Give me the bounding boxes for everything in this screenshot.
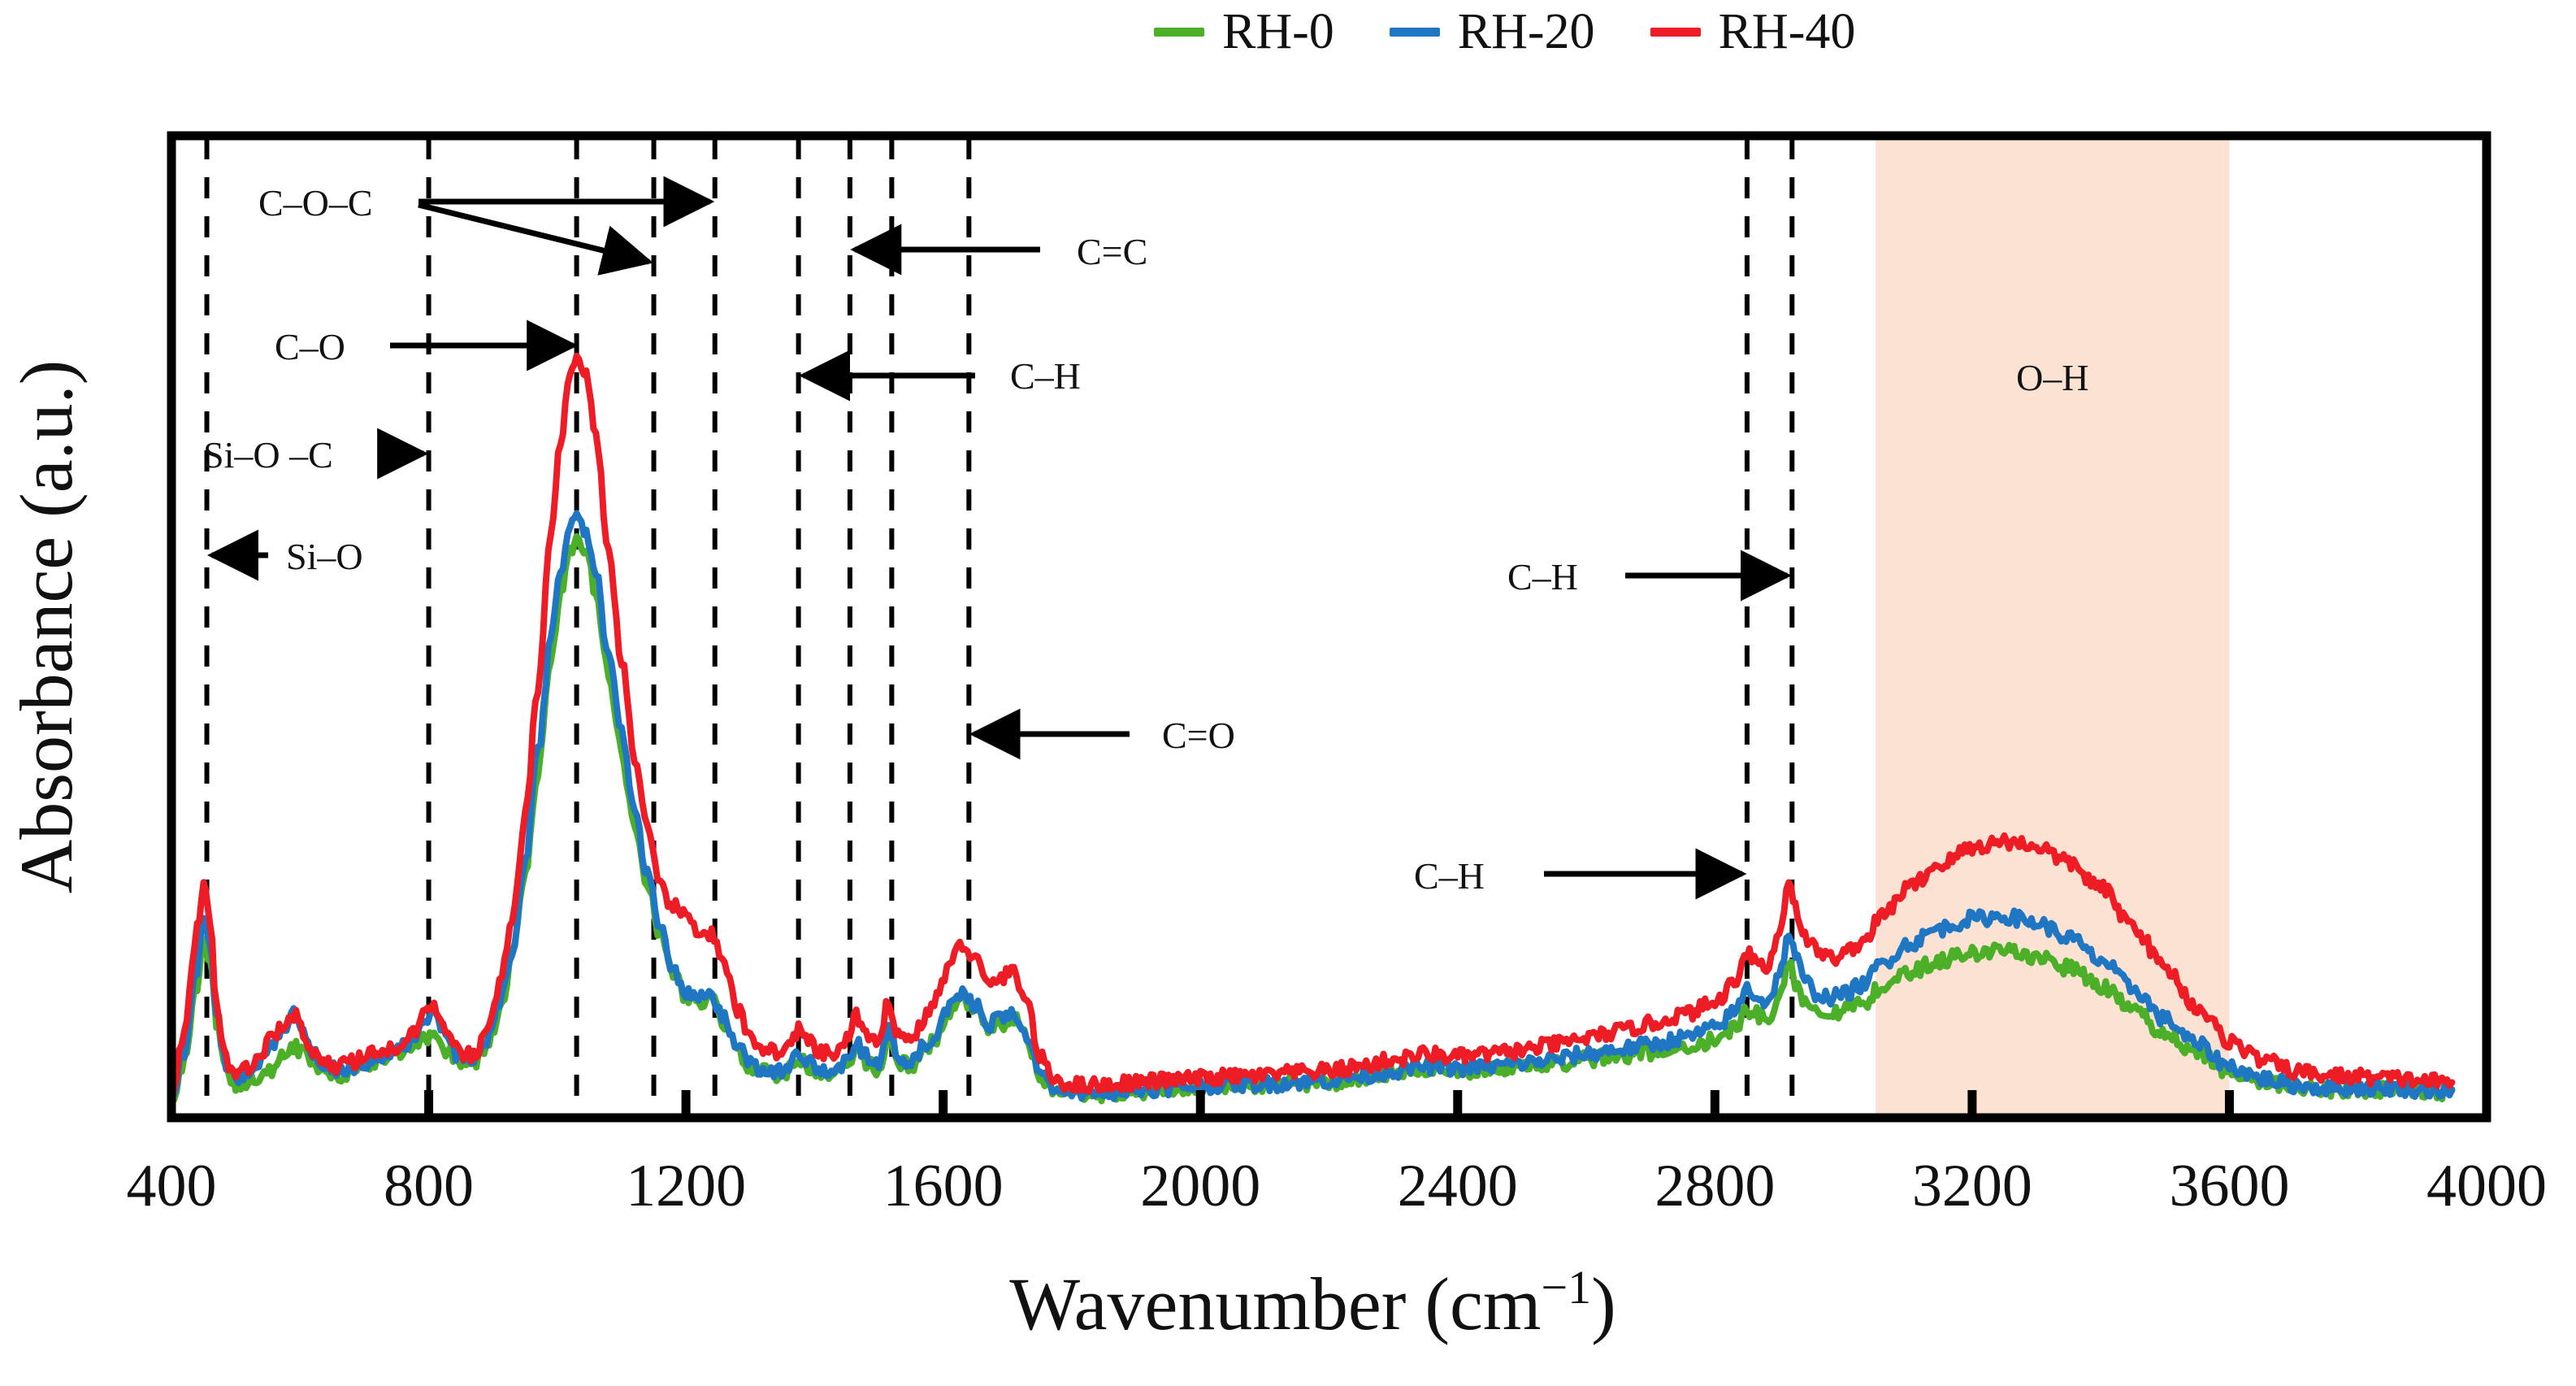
annotation-label-si-o-c: Si–O –C xyxy=(203,434,333,476)
annotation-arrow-c-o-c-b xyxy=(418,202,653,276)
annotation-label-o-h: O–H xyxy=(2016,357,2088,398)
o-h-shaded-region xyxy=(1876,138,2230,1118)
shaded-band-layer xyxy=(1876,138,2230,1118)
annotation-label-c-h-2920: C–H xyxy=(1507,556,1578,597)
axes-frame xyxy=(167,131,2491,1123)
legend-item-rh-0: RH-0 xyxy=(1154,7,1334,57)
series-rh-40 xyxy=(168,352,2456,1105)
legend: RH-0 RH-20 RH-40 xyxy=(1154,7,1855,57)
annotation-label-si-o: Si–O xyxy=(286,536,363,577)
x-tick-label-400: 400 xyxy=(127,1153,217,1219)
x-tick-label-2800: 2800 xyxy=(1654,1153,1775,1219)
peak-annotations: C–O–C C–O Si–O –C Si–O C=C C–H C=O C–H C–H O–H xyxy=(203,176,2089,900)
legend-swatch-rh-20 xyxy=(1389,27,1440,37)
annotation-label-c-double-o: C=O xyxy=(1162,715,1235,756)
annotation-label-c-double-c: C=C xyxy=(1077,231,1147,272)
x-tick-label-3200: 3200 xyxy=(1912,1153,2032,1219)
legend-label-rh-0: RH-0 xyxy=(1222,4,1334,59)
axis-titles: Wavenumber (cm−1) Absorbance (a.u.) xyxy=(5,360,1616,1345)
legend-swatch-rh-40 xyxy=(1650,27,1701,37)
legend-label-rh-20: RH-20 xyxy=(1457,4,1595,59)
x-tick-label-2400: 2400 xyxy=(1398,1153,1518,1219)
x-tick-label-800: 800 xyxy=(384,1153,474,1219)
x-axis-title: Wavenumber (cm−1) xyxy=(1009,1261,1616,1346)
x-axis-title-superscript: −1 xyxy=(1541,1261,1591,1314)
x-tick-label-3600: 3600 xyxy=(2169,1153,2289,1219)
legend-label-rh-40: RH-40 xyxy=(1718,4,1856,59)
marker-lines-layer xyxy=(204,138,1795,1118)
annotation-label-c-o: C–O xyxy=(275,326,345,367)
x-tick-label-2000: 2000 xyxy=(1140,1153,1260,1219)
x-axis-title-close: ) xyxy=(1591,1262,1616,1345)
x-axis-ticks: 400 800 1200 1600 2000 2400 2800 3200 3600 4000 xyxy=(127,1090,2547,1219)
annotation-label-c-o-c: C–O–C xyxy=(258,182,373,224)
legend-swatch-rh-0 xyxy=(1154,27,1204,37)
annotation-label-c-h-2850: C–H xyxy=(1414,855,1485,897)
x-tick-label-4000: 4000 xyxy=(2426,1153,2547,1219)
annotation-label-c-h-1450: C–H xyxy=(1010,355,1081,397)
plot-frame xyxy=(167,131,2491,1123)
legend-item-rh-40: RH-40 xyxy=(1650,4,1856,59)
legend-item-rh-20: RH-20 xyxy=(1389,4,1595,59)
x-tick-label-1200: 1200 xyxy=(626,1153,746,1219)
y-axis-title: Absorbance (a.u.) xyxy=(5,360,88,894)
spectra-curves-layer xyxy=(168,352,2456,1106)
x-axis-title-main: Wavenumber (cm xyxy=(1009,1262,1541,1345)
x-tick-label-1600: 1600 xyxy=(883,1153,1004,1219)
